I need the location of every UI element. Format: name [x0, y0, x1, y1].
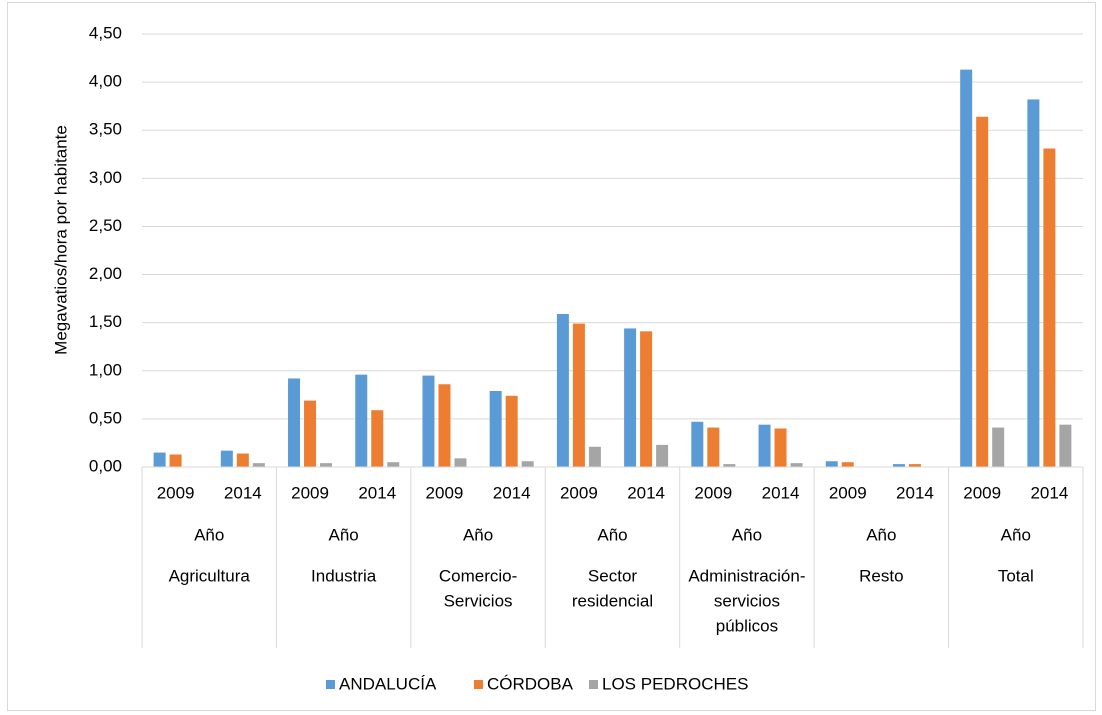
group-label: Total [998, 566, 1034, 585]
y-tick-label: 2,50 [89, 216, 122, 235]
bar [220, 450, 233, 467]
legend-label: CÓRDOBA [487, 674, 574, 693]
group-sublabel: Año [194, 525, 224, 544]
group-label: Resto [859, 566, 903, 585]
x-tick-label: 2014 [224, 483, 262, 502]
bar [656, 444, 669, 467]
x-tick-label: 2014 [1030, 483, 1068, 502]
bar [556, 314, 569, 467]
group-label: residencial [572, 591, 653, 610]
group-label: Comercio- [439, 566, 517, 585]
bar [422, 375, 435, 467]
bar [153, 452, 166, 467]
legend-swatch [589, 680, 598, 689]
bar [1043, 148, 1056, 467]
y-tick-label: 2,00 [89, 264, 122, 283]
bar [588, 446, 601, 467]
y-tick-label: 0,50 [89, 408, 122, 427]
bar [489, 390, 502, 467]
group-sublabel: Año [463, 525, 493, 544]
bar [723, 464, 736, 467]
bar [355, 374, 368, 467]
x-tick-label: 2014 [762, 483, 800, 502]
y-tick-label: 1,50 [89, 312, 122, 331]
group-label: servicios [714, 591, 780, 610]
group-sublabel: Año [1001, 525, 1031, 544]
bar [169, 454, 182, 467]
group-label: Sector [588, 566, 637, 585]
bar [387, 462, 400, 467]
legend-swatch [326, 680, 335, 689]
group-sublabel: Año [732, 525, 762, 544]
x-tick-label: 2009 [963, 483, 1001, 502]
group-label: Servicios [444, 591, 513, 610]
bar [691, 421, 704, 467]
bar [992, 427, 1005, 467]
legend-label: LOS PEDROCHES [602, 674, 748, 693]
bar [252, 463, 265, 467]
y-tick-label: 4,00 [89, 72, 122, 91]
bar [288, 378, 301, 467]
bar [976, 116, 989, 468]
x-tick-label: 2009 [694, 483, 732, 502]
x-tick-label: 2009 [560, 483, 598, 502]
x-tick-label: 2009 [157, 483, 195, 502]
bar [825, 461, 838, 467]
group-sublabel: Año [329, 525, 359, 544]
bar [758, 424, 771, 467]
bar [505, 395, 518, 467]
bar [236, 453, 249, 467]
chart-frame [7, 2, 1096, 711]
y-tick-label: 4,50 [89, 23, 122, 42]
bar [304, 400, 317, 467]
legend-swatch [474, 680, 483, 689]
y-tick-label: 0,00 [89, 456, 122, 475]
y-tick-label: 3,50 [89, 120, 122, 139]
bar [892, 464, 905, 467]
group-sublabel: Año [597, 525, 627, 544]
legend-label: ANDALUCÍA [339, 674, 437, 693]
x-tick-label: 2009 [829, 483, 867, 502]
bar [790, 463, 803, 467]
bar [707, 427, 720, 467]
bar [624, 328, 637, 467]
x-tick-label: 2014 [358, 483, 396, 502]
bar [1059, 424, 1072, 467]
bar [841, 462, 854, 467]
bar [521, 461, 534, 467]
group-label: Administración- [688, 566, 805, 585]
x-tick-label: 2014 [896, 483, 934, 502]
bar [640, 331, 653, 467]
y-axis-label: Megavatios/hora por habitante [51, 125, 70, 355]
group-label: Agricultura [169, 566, 251, 585]
group-sublabel: Año [866, 525, 896, 544]
bar [371, 410, 384, 467]
x-tick-label: 2009 [426, 483, 464, 502]
bar [1027, 99, 1040, 467]
group-label: públicos [716, 616, 778, 635]
bar [320, 463, 333, 467]
x-tick-label: 2009 [291, 483, 329, 502]
bar [572, 323, 585, 467]
bar [908, 464, 921, 467]
x-tick-label: 2014 [627, 483, 665, 502]
bar [454, 458, 467, 467]
bar [438, 384, 451, 467]
y-tick-label: 1,00 [89, 360, 122, 379]
x-tick-label: 2014 [493, 483, 531, 502]
y-tick-label: 3,00 [89, 168, 122, 187]
group-label: Industria [311, 566, 377, 585]
bar [960, 69, 973, 467]
bar [774, 428, 787, 467]
